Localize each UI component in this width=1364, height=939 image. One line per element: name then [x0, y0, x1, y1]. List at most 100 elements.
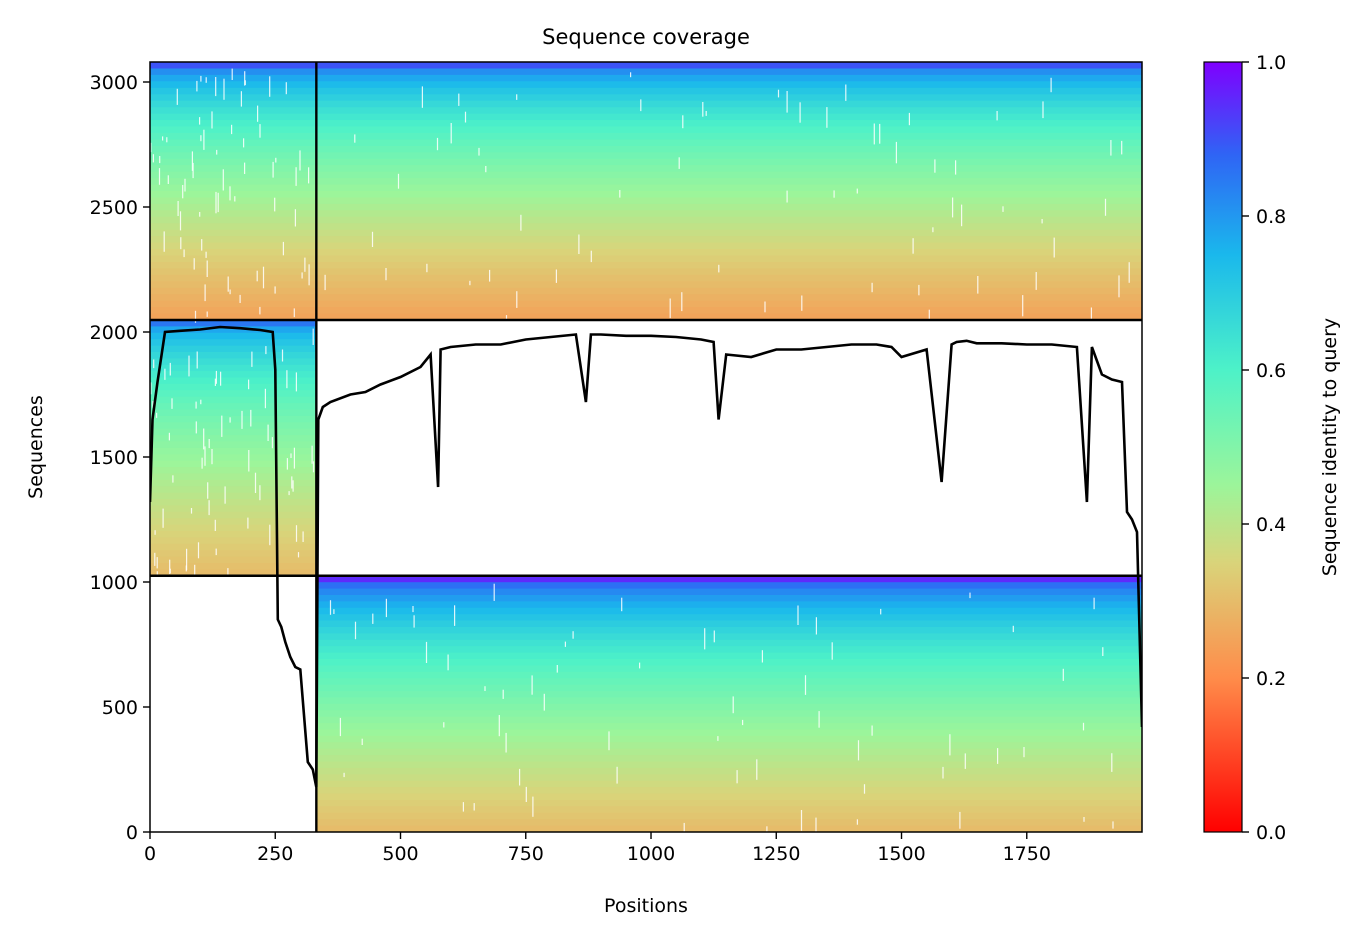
block-3-gap — [520, 214, 522, 231]
block-0-gap — [203, 428, 205, 450]
block-0-gap — [172, 475, 174, 483]
block-1-strip — [150, 132, 317, 140]
y-axis-label: Sequences — [25, 395, 47, 499]
block-2-strip — [316, 812, 1142, 820]
colorbar — [1203, 61, 1243, 833]
block-1-gap — [180, 237, 182, 250]
block-0-gap — [297, 552, 300, 558]
block-2-gap — [519, 768, 521, 786]
block-3-gap — [555, 269, 557, 283]
block-1-gap — [243, 138, 245, 148]
block-1-strip — [150, 68, 317, 76]
block-0-strip — [150, 460, 317, 468]
block-3-strip — [316, 165, 1142, 173]
block-3-gap — [630, 72, 632, 78]
block-1-gap — [184, 178, 186, 192]
block-2-strip — [316, 627, 1142, 634]
block-0-gap — [248, 450, 250, 472]
block-1-gap — [216, 149, 218, 155]
block-2-strip — [316, 793, 1142, 801]
block-0-gap — [200, 399, 202, 405]
block-1-gap — [285, 82, 287, 95]
block-0-gap — [224, 486, 226, 504]
block-3-strip — [316, 81, 1142, 89]
block-0-strip — [150, 524, 317, 532]
block-3-gap — [682, 115, 684, 129]
block-2-gap — [766, 826, 768, 832]
block-0-gap — [248, 379, 250, 390]
block-3-gap — [1053, 237, 1055, 258]
block-3-gap — [436, 137, 439, 151]
block-3-gap — [786, 190, 788, 203]
block-1-gap — [240, 91, 242, 107]
block-1-strip — [150, 313, 317, 321]
block-3-strip — [316, 313, 1142, 321]
block-1-strip — [150, 300, 317, 308]
block-2-strip — [316, 607, 1142, 615]
block-0-gap — [290, 453, 292, 458]
block-3-gap — [1035, 272, 1037, 290]
block-2-gap — [815, 817, 817, 832]
block-1-gap — [205, 77, 207, 83]
block-2-gap — [1012, 625, 1014, 633]
block-3-strip — [316, 268, 1142, 276]
block-0-gap — [312, 328, 314, 345]
block-2-gap — [959, 811, 961, 829]
block-0-gap — [269, 524, 271, 546]
block-2-gap — [333, 609, 335, 614]
block-2-gap — [505, 732, 507, 753]
block-2-gap — [742, 719, 744, 726]
block-3-strip — [316, 262, 1142, 269]
block-3-gap — [678, 157, 680, 169]
block-0-gap — [215, 370, 217, 384]
block-3-gap — [1104, 198, 1107, 216]
block-2-gap — [412, 606, 414, 613]
block-2-gap — [871, 725, 873, 736]
block-3-strip — [316, 210, 1142, 218]
block-0-gap — [292, 480, 294, 492]
block-3-gap — [908, 112, 910, 126]
block-0-strip — [150, 511, 317, 519]
block-1-strip — [150, 268, 317, 276]
block-0-gap — [281, 349, 284, 362]
block-2-gap — [1093, 597, 1095, 610]
block-2-strip — [316, 601, 1142, 609]
block-1-strip — [150, 107, 317, 115]
block-0-gap — [312, 461, 315, 473]
block-0-gap — [271, 437, 273, 449]
block-1-gap — [294, 209, 296, 227]
block-2-gap — [532, 796, 534, 817]
block-3-strip — [316, 191, 1142, 198]
block-0-gap — [162, 508, 164, 528]
block-1-gap — [200, 135, 202, 142]
block-1-strip — [150, 262, 317, 269]
block-1-strip — [150, 120, 317, 128]
block-3-gap — [371, 231, 374, 247]
block-3-gap — [879, 123, 881, 144]
block-2-strip — [316, 748, 1142, 756]
block-0-gap — [156, 557, 158, 569]
block-1-gap — [211, 111, 213, 129]
block-1-strip — [150, 203, 317, 211]
block-1-gap — [182, 185, 184, 199]
block-3-gap — [826, 107, 828, 128]
block-2-gap — [969, 592, 971, 599]
colorbar-tick-label: 0.2 — [1256, 668, 1286, 690]
block-0-gap — [168, 432, 170, 441]
block-0-strip — [150, 531, 317, 538]
block-3-gap — [934, 159, 936, 173]
block-3-gap — [912, 238, 914, 254]
block-2-strip — [316, 697, 1142, 705]
block-2-strip — [316, 678, 1142, 686]
block-3-gap — [777, 89, 780, 98]
x-tick-label: 1250 — [752, 843, 800, 865]
block-1-gap — [262, 266, 265, 289]
block-1-gap — [227, 276, 229, 292]
block-3-gap — [873, 123, 875, 145]
block-2-gap — [1112, 821, 1114, 829]
block-2-gap — [761, 650, 763, 663]
block-0-strip — [150, 345, 317, 353]
block-3-strip — [316, 113, 1142, 121]
block-0-gap — [247, 517, 249, 529]
block-1-gap — [308, 264, 310, 286]
